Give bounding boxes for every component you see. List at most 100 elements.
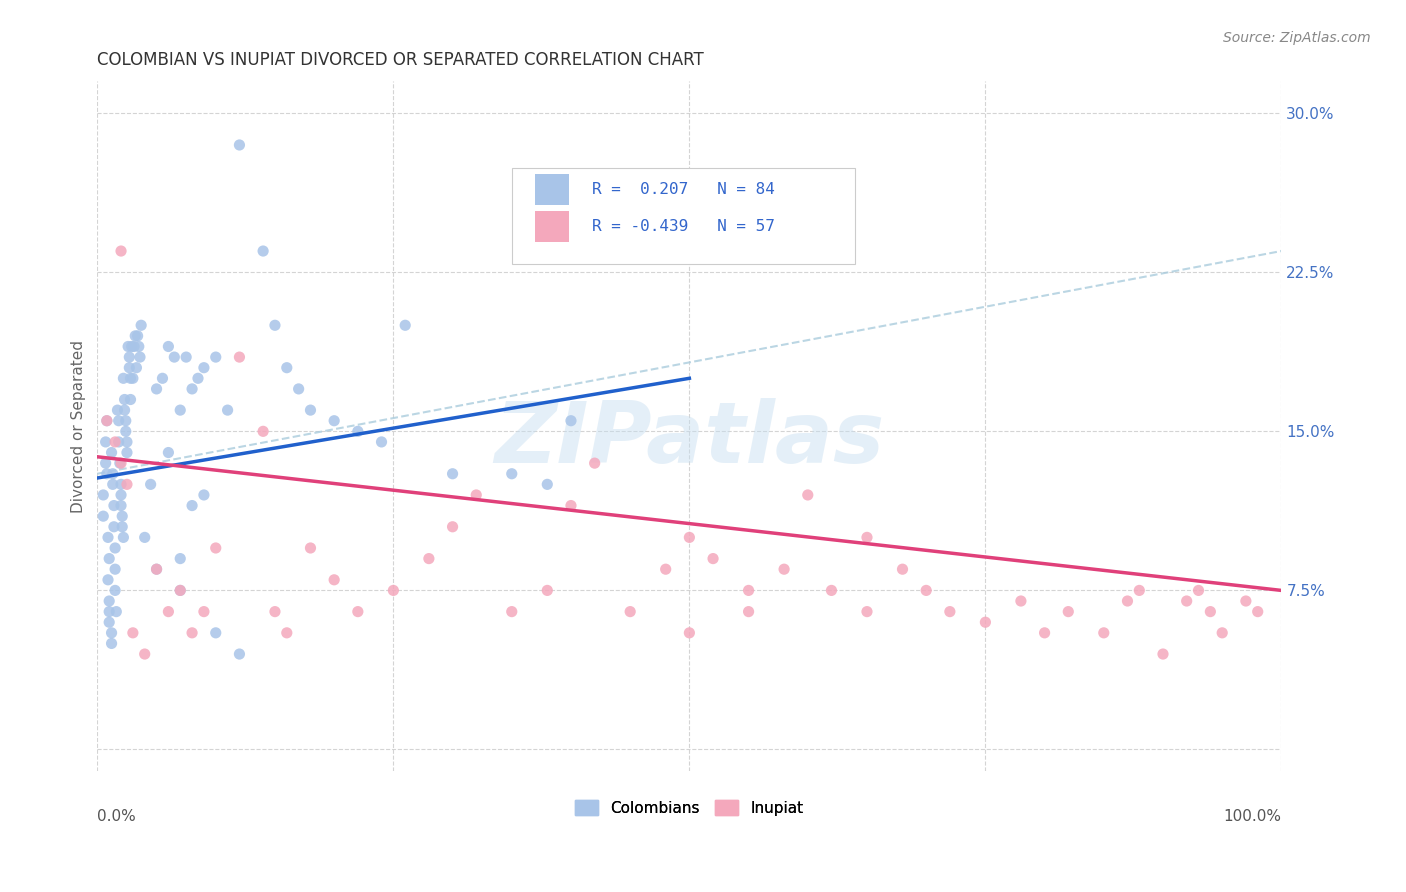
Point xyxy=(115,445,138,459)
Text: 100.0%: 100.0% xyxy=(1223,809,1281,823)
Point xyxy=(204,541,226,555)
Point xyxy=(122,625,145,640)
Point xyxy=(163,350,186,364)
Point xyxy=(134,647,156,661)
Point xyxy=(204,625,226,640)
Point xyxy=(128,339,150,353)
Point xyxy=(105,605,128,619)
Point xyxy=(323,573,346,587)
Point xyxy=(276,625,298,640)
Point xyxy=(1057,605,1080,619)
Point xyxy=(157,339,180,353)
Point xyxy=(145,562,167,576)
Point xyxy=(797,488,820,502)
Point xyxy=(856,530,879,544)
Point xyxy=(157,445,180,459)
Point xyxy=(96,467,118,481)
Point xyxy=(394,318,416,333)
Y-axis label: Divorced or Separated: Divorced or Separated xyxy=(72,340,86,513)
Point xyxy=(560,414,582,428)
Point xyxy=(97,573,120,587)
Point xyxy=(98,594,121,608)
Point xyxy=(134,530,156,544)
Text: ZIPatlas: ZIPatlas xyxy=(495,399,884,482)
Point xyxy=(441,467,464,481)
Point xyxy=(287,382,309,396)
Point xyxy=(217,403,239,417)
Point xyxy=(678,625,700,640)
Point xyxy=(101,467,124,481)
Point xyxy=(122,339,145,353)
Point xyxy=(103,520,125,534)
Point xyxy=(174,350,197,364)
Point xyxy=(1247,605,1270,619)
Point xyxy=(193,605,215,619)
Point xyxy=(323,414,346,428)
Point xyxy=(974,615,997,630)
Point xyxy=(94,456,117,470)
Point xyxy=(110,499,132,513)
Point xyxy=(118,360,141,375)
Point xyxy=(107,414,129,428)
Point xyxy=(583,456,606,470)
Point xyxy=(1128,583,1150,598)
Point xyxy=(91,509,114,524)
Point xyxy=(104,562,127,576)
Point xyxy=(299,541,322,555)
FancyBboxPatch shape xyxy=(536,175,568,205)
Point xyxy=(228,350,250,364)
Point xyxy=(1234,594,1257,608)
Point xyxy=(347,425,370,439)
Point xyxy=(501,467,523,481)
Point xyxy=(1033,625,1056,640)
Point xyxy=(110,477,132,491)
Text: COLOMBIAN VS INUPIAT DIVORCED OR SEPARATED CORRELATION CHART: COLOMBIAN VS INUPIAT DIVORCED OR SEPARAT… xyxy=(97,51,704,69)
Point xyxy=(1092,625,1115,640)
Point xyxy=(120,392,142,407)
Point xyxy=(100,445,122,459)
Point xyxy=(370,434,392,449)
Point xyxy=(98,551,121,566)
Point xyxy=(264,605,287,619)
FancyBboxPatch shape xyxy=(536,211,568,242)
Point xyxy=(97,530,120,544)
Point xyxy=(121,339,143,353)
Point xyxy=(560,499,582,513)
Point xyxy=(193,360,215,375)
Point xyxy=(125,360,148,375)
Point xyxy=(111,509,134,524)
Point xyxy=(112,530,135,544)
Point xyxy=(228,138,250,153)
Point xyxy=(264,318,287,333)
Point xyxy=(127,329,149,343)
Point xyxy=(169,403,191,417)
Point xyxy=(129,318,152,333)
Point xyxy=(1199,605,1222,619)
Point xyxy=(122,371,145,385)
Point xyxy=(347,605,370,619)
Point xyxy=(536,583,558,598)
Point xyxy=(1187,583,1209,598)
Point xyxy=(773,562,796,576)
Point xyxy=(107,403,129,417)
Point xyxy=(252,425,274,439)
Point xyxy=(115,434,138,449)
Point xyxy=(100,636,122,650)
Point xyxy=(104,541,127,555)
Point xyxy=(1116,594,1139,608)
Point xyxy=(702,551,724,566)
Point xyxy=(181,382,204,396)
Point xyxy=(114,425,136,439)
Point xyxy=(856,605,879,619)
Point xyxy=(1152,647,1174,661)
Point xyxy=(96,414,118,428)
Point xyxy=(98,605,121,619)
Point xyxy=(157,605,180,619)
Point xyxy=(501,605,523,619)
Point xyxy=(228,647,250,661)
Point xyxy=(129,350,152,364)
Point xyxy=(118,350,141,364)
Point xyxy=(204,350,226,364)
Point xyxy=(98,615,121,630)
Point xyxy=(536,477,558,491)
